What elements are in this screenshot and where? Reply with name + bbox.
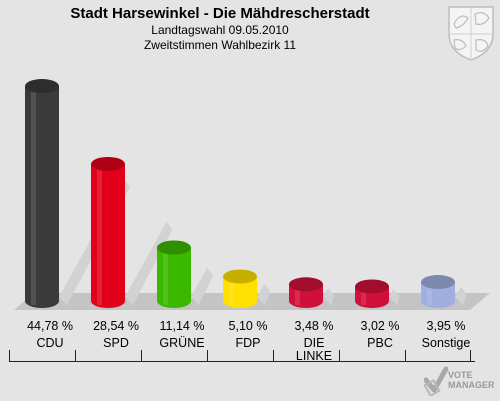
bar-shadow	[191, 267, 214, 305]
category-label: GRÜNE	[159, 336, 205, 350]
bar-cdu	[25, 79, 59, 308]
chart-title: Stadt Harsewinkel - Die Mähdrescherstadt	[70, 5, 370, 22]
bar-fdp	[223, 269, 257, 308]
value-label: 3,95 %	[426, 319, 466, 333]
value-label: 3,48 %	[294, 319, 334, 333]
category-separator	[141, 350, 142, 362]
bar-shadow	[125, 221, 173, 305]
bar-body	[421, 282, 455, 308]
bar-top	[25, 79, 59, 94]
watermark-line1: VOTE	[448, 370, 473, 380]
category-label: PBC	[367, 336, 393, 350]
bar-body	[91, 164, 125, 308]
bar-die-linke	[289, 277, 323, 308]
watermark-line2: MANAGER	[448, 380, 495, 390]
bar-spd	[91, 157, 125, 308]
bar-gr-ne	[157, 240, 191, 308]
category-label: FDP	[235, 336, 261, 350]
bar-body	[25, 86, 59, 308]
category-cell-fdp: 5,10 % FDP	[215, 318, 281, 350]
bar-body	[157, 247, 191, 308]
category-cell-sonstige: 3,95 % Sonstige	[413, 318, 479, 350]
bar-top	[91, 157, 125, 172]
chart-header: Stadt Harsewinkel - Die Mähdrescherstadt…	[0, 4, 440, 53]
category-cell-die-linke: 3,48 % DIE LINKE	[281, 318, 347, 363]
value-label: 28,54 %	[93, 319, 139, 333]
bar-highlight	[229, 276, 234, 305]
bar-pbc	[355, 279, 389, 308]
category-baseline	[9, 361, 475, 362]
bar-sonstige	[421, 275, 455, 308]
vote-manager-watermark: VOTE MANAGER	[423, 366, 498, 398]
bar-top	[223, 269, 257, 284]
category-separator	[207, 350, 208, 362]
category-separator	[9, 350, 10, 362]
bar-shadow	[323, 287, 335, 305]
checkmark-icon	[423, 366, 449, 398]
bar-top	[355, 279, 389, 294]
category-cell-gruene: 11,14 % GRÜNE	[149, 318, 215, 350]
category-separator	[273, 350, 274, 362]
bar-top	[289, 277, 323, 292]
category-separator	[75, 350, 76, 362]
coat-of-arms-icon	[448, 6, 494, 61]
category-labels: 44,78 % CDU 28,54 % SPD 11,14 % GRÜNE 5,…	[0, 318, 500, 368]
bar-highlight	[295, 284, 300, 305]
category-label: DIE LINKE	[295, 336, 333, 363]
bar-highlight	[97, 164, 102, 305]
bar-highlight	[31, 86, 36, 305]
value-label: 44,78 %	[27, 319, 73, 333]
chart-subtitle-election: Landtagswahl 09.05.2010	[151, 23, 289, 37]
category-label: CDU	[36, 336, 64, 350]
category-separator	[470, 350, 471, 362]
bar-top	[421, 275, 455, 290]
category-cell-cdu: 44,78 % CDU	[17, 318, 83, 350]
category-label: SPD	[103, 336, 129, 350]
value-label: 11,14 %	[159, 319, 205, 333]
bar-body	[223, 276, 257, 308]
chart-subtitle-district: Zweitstimmen Wahlbezirk 11	[143, 38, 297, 52]
category-label: Sonstige	[421, 336, 471, 350]
category-separator	[405, 350, 406, 362]
bar-shadow	[455, 286, 467, 305]
value-label: 5,10 %	[228, 319, 268, 333]
bar-shadow	[257, 283, 271, 305]
category-separator	[339, 350, 340, 362]
bar-highlight	[163, 247, 168, 305]
value-label: 3,02 %	[360, 319, 400, 333]
bar-top	[157, 240, 191, 255]
bar-highlight	[427, 282, 432, 305]
bar-shadow	[389, 289, 400, 305]
category-cell-pbc: 3,02 % PBC	[347, 318, 413, 350]
category-cell-spd: 28,54 % SPD	[83, 318, 149, 350]
bar-highlight	[361, 286, 366, 305]
